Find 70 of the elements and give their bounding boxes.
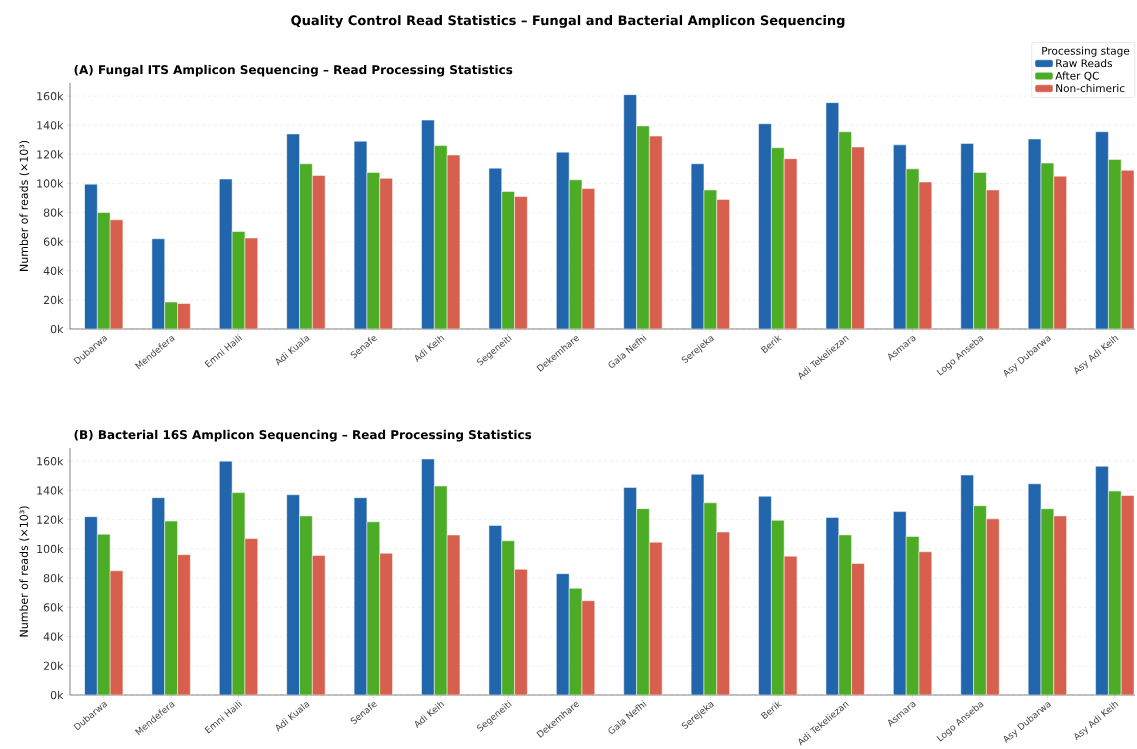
- y-tick-label: 120k: [37, 515, 64, 524]
- legend-label: Raw Reads: [1056, 59, 1113, 68]
- bar: [421, 119, 435, 329]
- bar: [286, 494, 300, 695]
- x-tick-label: Asy Adi Keih: [1074, 336, 1119, 375]
- bar: [421, 458, 435, 695]
- chart-subtitle: (B) Bacterial 16S Amplicon Sequencing – Read Processing Statistics: [74, 429, 532, 442]
- bar: [973, 505, 987, 695]
- y-tick-label: 0k: [50, 324, 64, 334]
- y-tick-label: 140k: [37, 120, 64, 130]
- y-tick-label: 100k: [37, 544, 64, 554]
- bar: [838, 534, 852, 695]
- bar: [379, 552, 393, 695]
- bar: [84, 516, 98, 695]
- y-tick-label: 40k: [43, 266, 64, 276]
- chart-title: Quality Control Read Statistics – Fungal and Bacterial Amplicon Sequencing: [291, 15, 845, 28]
- bar: [716, 531, 730, 695]
- bar: [623, 94, 637, 329]
- bar: [1053, 515, 1067, 695]
- chart-subtitle: (A) Fungal ITS Amplicon Sequencing – Read Processing Statistics: [74, 64, 513, 77]
- legend-label: After QC: [1055, 71, 1099, 81]
- x-tick-label: Adi Keih: [414, 336, 445, 363]
- bar: [1053, 175, 1067, 329]
- bar: [649, 542, 663, 695]
- bar: [649, 135, 663, 329]
- bar: [501, 540, 515, 695]
- y-tick-label: 40k: [43, 632, 64, 641]
- y-tick-label: 80k: [43, 573, 64, 583]
- y-tick-label: 100k: [37, 179, 64, 188]
- y-tick-label: 160k: [37, 91, 64, 101]
- y-tick-label: 120k: [37, 150, 64, 159]
- x-tick-label: Adi Keih: [414, 702, 445, 729]
- x-tick-label: Asy Adi Keih: [1074, 702, 1119, 741]
- bar: [623, 487, 637, 695]
- legend-label: Non-chimeric: [1056, 84, 1125, 93]
- y-tick-label: 140k: [37, 486, 64, 495]
- bar: [299, 515, 313, 695]
- bar: [636, 508, 650, 695]
- y-tick-label: 0k: [50, 690, 64, 700]
- bar: [1108, 490, 1122, 695]
- y-axis-title: Number of reads (×10³): [19, 506, 30, 637]
- bar: [514, 569, 528, 695]
- bar: [986, 518, 1000, 695]
- y-tick-label: 80k: [43, 208, 64, 217]
- bar: [164, 520, 178, 695]
- bar: [771, 520, 785, 695]
- bar: [286, 133, 300, 329]
- y-tick-label: 20k: [43, 661, 64, 671]
- y-tick-label: 20k: [43, 295, 64, 305]
- bar: [758, 495, 772, 695]
- bar: [960, 143, 974, 329]
- bar: [514, 196, 528, 329]
- legend-title: Processing stage: [1042, 46, 1130, 57]
- bar: [893, 511, 907, 695]
- bar: [1095, 131, 1109, 329]
- bar: [851, 563, 865, 695]
- y-tick-label: 60k: [43, 603, 64, 612]
- y-tick-label: 60k: [43, 237, 64, 246]
- bar: [758, 123, 772, 329]
- bar: [1095, 466, 1109, 695]
- y-tick-label: 160k: [37, 456, 64, 466]
- bar: [960, 474, 974, 695]
- bar: [177, 554, 191, 695]
- bar: [716, 199, 730, 329]
- bar: [379, 178, 393, 329]
- bar: [84, 183, 98, 329]
- bar: [851, 146, 865, 329]
- y-axis-title: Number of reads (×10³): [19, 140, 30, 271]
- bar: [893, 144, 907, 329]
- bar: [986, 189, 1000, 329]
